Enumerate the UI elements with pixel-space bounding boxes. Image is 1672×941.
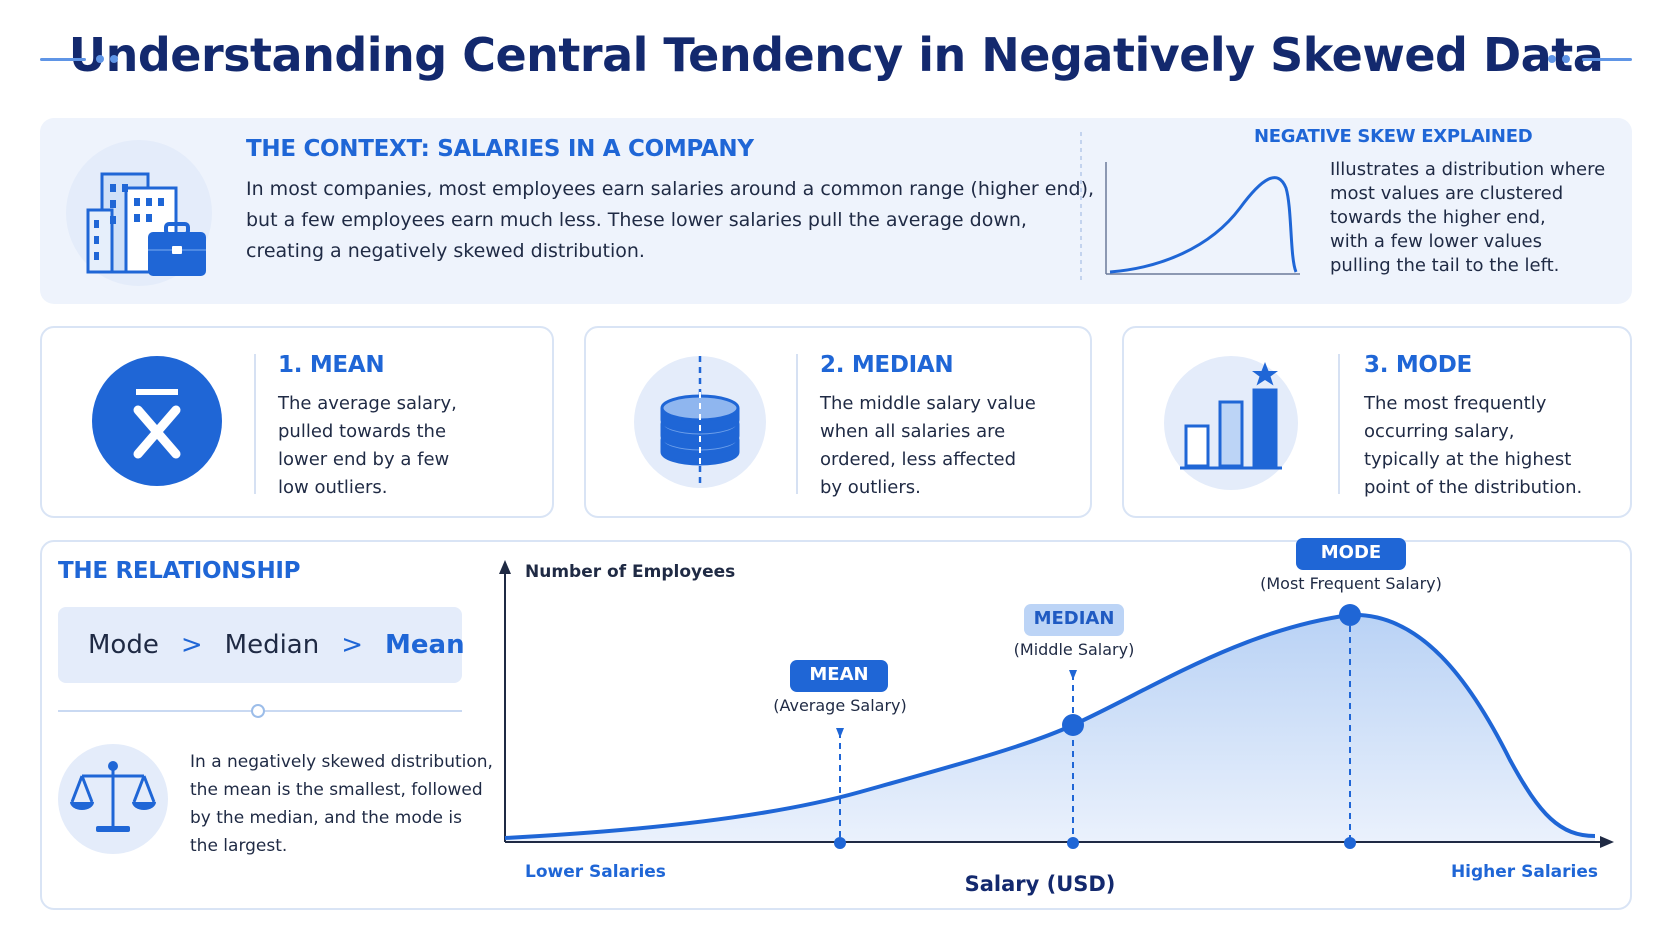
relationship-divider-knob bbox=[251, 704, 265, 718]
distribution-area bbox=[505, 614, 1595, 841]
balance-scale-icon bbox=[58, 744, 168, 854]
mean-tag: MEAN bbox=[790, 660, 888, 692]
context-divider bbox=[1080, 132, 1082, 282]
median-card: 2. MEDIAN The middle salary value when a… bbox=[584, 326, 1092, 518]
x-axis-arrow bbox=[1600, 836, 1614, 848]
bar-star-icon bbox=[1164, 356, 1298, 490]
mean-card-text: The average salary, pulled towards the l… bbox=[278, 393, 457, 498]
context-panel: THE CONTEXT: SALARIES IN A COMPANY In mo… bbox=[40, 118, 1632, 304]
page-title: Understanding Central Tendency in Negati… bbox=[68, 28, 1604, 82]
skew-text: Illustrates a distribution where most va… bbox=[1330, 159, 1606, 276]
y-axis-arrow bbox=[499, 560, 511, 574]
y-axis-label: Number of Employees bbox=[525, 562, 736, 582]
mode-tag: MODE bbox=[1296, 538, 1406, 570]
mode-axis-dot bbox=[1344, 837, 1356, 849]
context-text: In most companies, most employees earn s… bbox=[246, 178, 1095, 262]
median-card-title: 2. MEDIAN bbox=[820, 352, 954, 378]
x-axis-low-label: Lower Salaries bbox=[525, 862, 666, 882]
mean-card-title: 1. MEAN bbox=[278, 352, 385, 378]
context-heading: THE CONTEXT: SALARIES IN A COMPANY bbox=[246, 136, 754, 162]
coin-stack-icon bbox=[634, 356, 766, 488]
mode-card-text: The most frequently occurring salary, ty… bbox=[1364, 393, 1583, 498]
x-axis-label: Salary (USD) bbox=[964, 872, 1116, 896]
median-tag-subtitle: (Middle Salary) bbox=[1013, 640, 1135, 659]
mean-tag-subtitle: (Average Salary) bbox=[773, 696, 907, 715]
mean-card: 1. MEAN The average salary, pulled towar… bbox=[40, 326, 554, 518]
median-card-text: The middle salary value when all salarie… bbox=[820, 393, 1036, 498]
relationship-text: In a negatively skewed distribution, the… bbox=[190, 752, 493, 856]
mean-pin bbox=[836, 728, 844, 738]
median-curve-point bbox=[1062, 714, 1084, 736]
median-pin bbox=[1069, 670, 1077, 680]
distribution-curve bbox=[504, 612, 1596, 840]
skew-heading: NEGATIVE SKEW EXPLAINED bbox=[1254, 126, 1533, 147]
median-tag: MEDIAN bbox=[1024, 604, 1124, 636]
relationship-order: Mode > Median > Mean bbox=[58, 607, 465, 683]
mode-tag-subtitle: (Most Frequent Salary) bbox=[1260, 574, 1442, 593]
mean-axis-dot bbox=[834, 837, 846, 849]
mode-card: 3. MODE The most frequently occurring sa… bbox=[1122, 326, 1632, 518]
mode-curve-point bbox=[1339, 604, 1361, 626]
x-axis-high-label: Higher Salaries bbox=[1450, 862, 1598, 882]
building-briefcase-icon bbox=[66, 140, 212, 286]
relationship-heading: THE RELATIONSHIP bbox=[58, 558, 301, 584]
x-bar-icon bbox=[92, 356, 222, 486]
skew-curve-diagram bbox=[1105, 162, 1300, 275]
median-axis-dot bbox=[1067, 837, 1079, 849]
mode-card-title: 3. MODE bbox=[1364, 352, 1472, 378]
